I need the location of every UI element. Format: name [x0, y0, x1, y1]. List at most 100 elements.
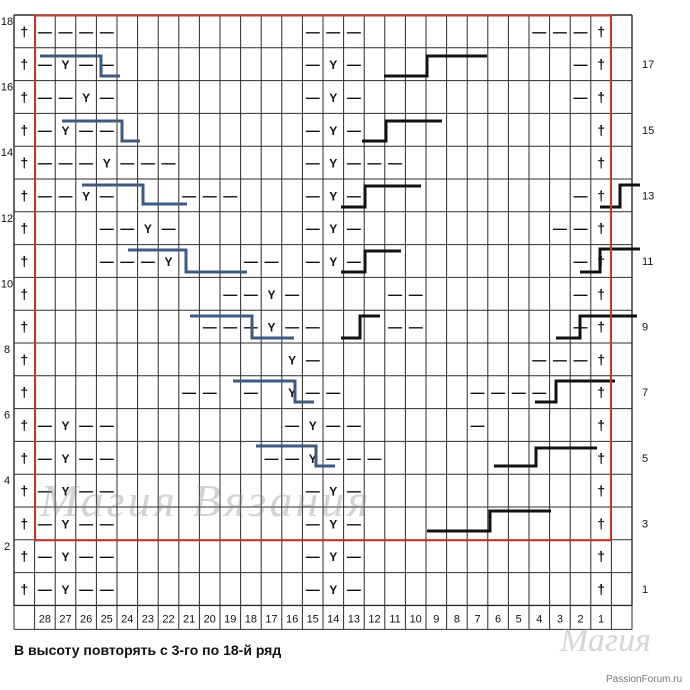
purl-symbol: —	[38, 515, 52, 531]
purl-symbol: —	[79, 23, 93, 39]
stitch-shift-line	[40, 54, 120, 78]
purl-symbol: —	[409, 319, 423, 335]
stitch-shift-line	[128, 248, 247, 274]
purl-symbol: —	[553, 23, 567, 39]
column-number: 7	[474, 613, 480, 625]
column-number: 5	[516, 613, 522, 625]
purl-symbol: —	[368, 450, 382, 466]
column-number: 26	[80, 613, 92, 625]
edge-stitch-symbol: †	[597, 286, 605, 302]
purl-symbol: —	[306, 23, 320, 39]
purl-symbol: —	[162, 220, 176, 236]
purl-symbol: —	[203, 187, 217, 203]
row-number-left: 6	[4, 410, 10, 422]
purl-symbol: —	[38, 89, 52, 105]
edge-stitch-symbol: †	[20, 351, 28, 367]
column-number: 15	[307, 613, 319, 625]
purl-symbol: —	[326, 384, 340, 400]
purl-symbol: —	[38, 187, 52, 203]
row-number-right: 15	[642, 125, 654, 137]
purl-symbol: —	[38, 155, 52, 171]
purl-symbol: —	[182, 384, 196, 400]
slip-stitch-symbol: Y	[82, 189, 90, 203]
stitch-shift-line	[580, 247, 640, 274]
purl-symbol: —	[38, 450, 52, 466]
purl-symbol: —	[244, 286, 258, 302]
purl-symbol: —	[59, 23, 73, 39]
purl-symbol: —	[347, 450, 361, 466]
purl-symbol: —	[100, 515, 114, 531]
purl-symbol: —	[574, 286, 588, 302]
purl-symbol: —	[347, 56, 361, 72]
column-numbers: 28 27 26 25 24 23 22 21 20 19 18 17 16 15 14 13 12 11 10 9 8…	[39, 613, 604, 625]
row-number-right: 1	[642, 584, 648, 596]
purl-symbol: —	[223, 187, 237, 203]
purl-symbol: —	[574, 23, 588, 39]
purl-symbol: —	[512, 384, 526, 400]
purl-symbol: —	[553, 220, 567, 236]
edge-stitch-symbol: †	[20, 384, 28, 400]
purl-symbol: —	[59, 187, 73, 203]
purl-symbol: —	[306, 220, 320, 236]
purl-symbol: —	[38, 23, 52, 39]
purl-symbol: —	[141, 253, 155, 269]
stitch-shift-line	[62, 119, 140, 143]
edge-stitch-symbol: †	[20, 220, 28, 236]
column-number: 20	[204, 613, 216, 625]
purl-symbol: —	[285, 319, 299, 335]
purl-symbol: —	[409, 286, 423, 302]
purl-symbol: —	[326, 450, 340, 466]
purl-symbol: —	[347, 155, 361, 171]
edge-stitch-symbol: †	[597, 187, 605, 203]
stitch-shift-lines	[40, 54, 640, 533]
column-number: 14	[327, 613, 339, 625]
column-number: 27	[59, 613, 71, 625]
purl-symbol: —	[306, 384, 320, 400]
edge-stitch-symbol: †	[597, 450, 605, 466]
purl-symbol: —	[265, 253, 279, 269]
chart-grid	[13, 14, 633, 630]
row-number-right: 9	[642, 322, 648, 334]
column-number: 16	[286, 613, 298, 625]
row-number-left: 14	[1, 147, 13, 159]
edge-stitch-symbol: †	[20, 548, 28, 564]
slip-stitch-symbol: Y	[329, 222, 337, 236]
column-number: 3	[557, 613, 563, 625]
purl-symbol: —	[79, 483, 93, 499]
row-number-right: 13	[642, 190, 654, 202]
purl-symbol: —	[285, 417, 299, 433]
chart-symbols: † — — — — — — — — — — † † — Y — — — Y — — † † — — Y — — Y — — † † — Y — — — Y —…	[20, 23, 605, 597]
purl-symbol: —	[203, 384, 217, 400]
slip-stitch-symbol: Y	[288, 353, 296, 367]
purl-symbol: —	[38, 483, 52, 499]
purl-symbol: —	[574, 220, 588, 236]
purl-symbol: —	[388, 155, 402, 171]
purl-symbol: —	[306, 89, 320, 105]
stitch-shift-line	[341, 314, 380, 340]
edge-stitch-symbol: †	[20, 417, 28, 433]
column-number: 24	[121, 613, 133, 625]
purl-symbol: —	[347, 253, 361, 269]
purl-symbol: —	[100, 483, 114, 499]
slip-stitch-symbol: Y	[329, 485, 337, 499]
column-number: 4	[536, 613, 542, 625]
slip-stitch-symbol: Y	[61, 485, 69, 499]
slip-stitch-symbol: Y	[61, 517, 69, 531]
slip-stitch-symbol: Y	[82, 91, 90, 105]
purl-symbol: —	[471, 384, 485, 400]
column-number: 11	[389, 613, 400, 625]
row-number-right: 3	[642, 518, 648, 530]
column-number: 6	[495, 613, 501, 625]
slip-stitch-symbol: Y	[61, 58, 69, 72]
purl-symbol: —	[347, 220, 361, 236]
purl-symbol: —	[38, 122, 52, 138]
purl-symbol: —	[79, 515, 93, 531]
purl-symbol: —	[162, 155, 176, 171]
purl-symbol: —	[285, 450, 299, 466]
purl-symbol: —	[265, 450, 279, 466]
stitch-shift-line	[82, 183, 187, 206]
purl-symbol: —	[532, 384, 546, 400]
slip-stitch-symbol: Y	[329, 517, 337, 531]
stitch-shift-line	[233, 379, 314, 404]
purl-symbol: —	[306, 56, 320, 72]
